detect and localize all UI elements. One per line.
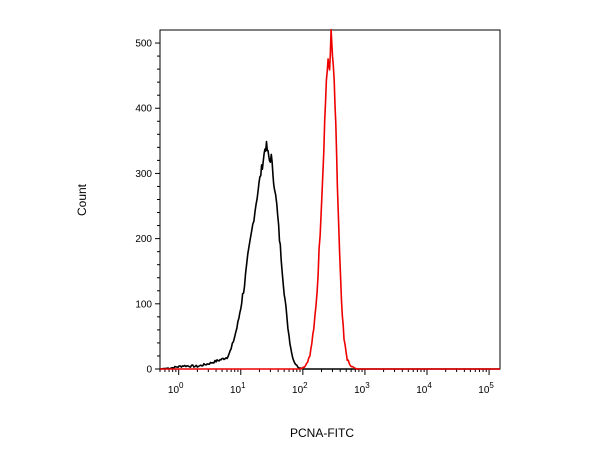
series-layer xyxy=(159,28,500,370)
x-axis-title: PCNA-FITC xyxy=(290,426,354,440)
series-1-line xyxy=(160,28,500,370)
x-tick-label: 104 xyxy=(416,381,432,396)
y-tick-label: 200 xyxy=(135,234,152,245)
x-tick-exponent: 2 xyxy=(303,381,308,390)
x-tick-label: 101 xyxy=(230,381,246,396)
x-tick-base: 10 xyxy=(292,385,304,396)
x-axis: 100 101 102 103 104 105 xyxy=(159,369,494,396)
x-tick-base: 10 xyxy=(354,385,366,396)
x-tick-exponent: 4 xyxy=(427,381,432,390)
y-axis-title: Count xyxy=(75,183,89,216)
x-tick-base: 10 xyxy=(478,385,490,396)
x-tick-base: 10 xyxy=(168,385,180,396)
x-tick-exponent: 3 xyxy=(365,381,370,390)
x-tick-exponent: 5 xyxy=(489,381,494,390)
x-tick-base: 10 xyxy=(416,385,428,396)
x-tick-label: 100 xyxy=(168,381,184,396)
x-tick-label: 105 xyxy=(478,381,494,396)
y-axis: 0 100 200 300 400 500 xyxy=(135,39,160,376)
y-tick-label: 300 xyxy=(135,169,152,180)
x-tick-label: 102 xyxy=(292,381,308,396)
plot-frame xyxy=(159,29,501,370)
x-tick-exponent: 0 xyxy=(179,381,184,390)
y-tick-label: 400 xyxy=(135,104,152,115)
series-0-line xyxy=(159,140,500,370)
x-tick-exponent: 1 xyxy=(241,381,246,390)
y-tick-label: 500 xyxy=(135,39,152,50)
x-tick-label: 103 xyxy=(354,381,370,396)
x-tick-base: 10 xyxy=(230,385,242,396)
y-tick-label: 100 xyxy=(135,299,152,310)
y-tick-label: 0 xyxy=(146,365,152,376)
